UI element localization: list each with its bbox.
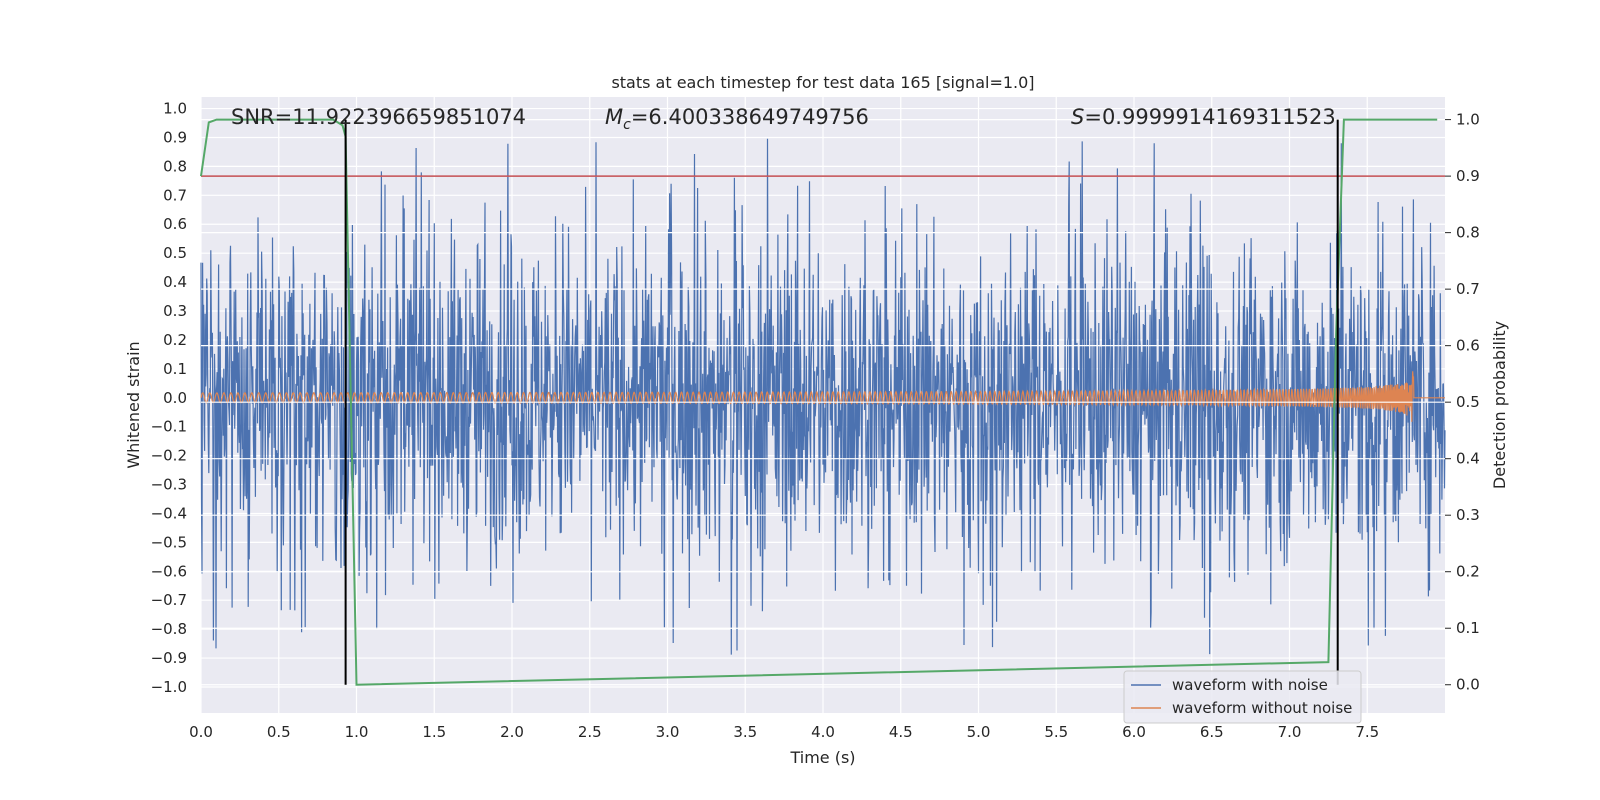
y-tick-label: 0.6 (163, 215, 187, 233)
y-tick-label: −0.3 (151, 476, 187, 494)
snr-annotation: SNR=11.922396659851074 (231, 105, 526, 129)
x-tick-label: 7.5 (1355, 723, 1379, 741)
y-tick-label: −0.2 (151, 447, 187, 465)
y-tick-label: −0.7 (151, 591, 187, 609)
x-tick-label: 2.5 (578, 723, 602, 741)
x-tick-label: 4.0 (811, 723, 835, 741)
y-tick-label: 0.8 (163, 157, 187, 175)
y-tick-label: 0.5 (163, 244, 187, 262)
y-tick-label: −1.0 (151, 678, 187, 696)
y-right-axis-label: Detection probability (1490, 321, 1509, 489)
x-tick-label: 3.5 (733, 723, 757, 741)
series-detection-probability (200, 118, 1438, 686)
x-tick-label: 5.0 (967, 723, 991, 741)
y-tick-labels: 1.0 0.9 0.8 0.7 0.6 0.5 0.4 0.3 0.2 0.1 0.0 −0.1 −0.… (151, 100, 187, 696)
y-right-tick-label: 0.9 (1456, 167, 1480, 185)
score-value: =0.9999914169311523 (1084, 105, 1335, 129)
y-right-tick-label: 0.7 (1456, 280, 1480, 298)
y-tick-label: 1.0 (163, 100, 187, 118)
y-tick-label: −0.1 (151, 418, 187, 436)
x-axis-label: Time (s) (789, 748, 855, 767)
chirp-mass-subscript: c (623, 117, 631, 133)
score-annotation: S=0.9999914169311523 (1071, 105, 1336, 129)
y-right-tick-label: 0.0 (1456, 676, 1480, 694)
chirp-mass-symbol: M (605, 105, 623, 129)
x-tick-label: 1.0 (345, 723, 369, 741)
x-tick-label: 0.0 (189, 723, 213, 741)
y-right-tick-label: 0.3 (1456, 506, 1480, 524)
score-symbol: S (1071, 105, 1084, 129)
legend-label-noise: waveform with noise (1172, 676, 1328, 694)
series-waveform-without-noise (200, 371, 1445, 422)
y-tick-label: 0.3 (163, 302, 187, 320)
vertical-marker-lines (344, 119, 1339, 685)
y-right-tick-label: 0.4 (1456, 450, 1480, 468)
x-tick-labels: 0.0 0.5 1.0 1.5 2.0 2.5 3.0 3.5 4.0 4.5 5.0 5.5 6.0 6… (189, 723, 1379, 741)
x-tick-label: 1.5 (422, 723, 446, 741)
y-tick-label: −0.9 (151, 649, 187, 667)
y-tick-label: 0.4 (163, 273, 187, 291)
x-tick-label: 6.0 (1122, 723, 1146, 741)
y-right-tick-labels: 1.0 0.9 0.8 0.7 0.6 0.5 0.4 0.3 0.2 0.1 0.0 (1456, 111, 1480, 694)
chart-title: stats at each timestep for test data 165… (611, 73, 1034, 92)
y-tick-label: 0.2 (163, 331, 187, 349)
x-tick-label: 2.0 (500, 723, 524, 741)
x-tick-label: 0.5 (267, 723, 291, 741)
chirp-mass-value: =6.400338649749756 (631, 105, 869, 129)
y-tick-label: 0.7 (163, 186, 187, 204)
x-tick-label: 5.5 (1044, 723, 1068, 741)
y-tick-label: −0.5 (151, 533, 187, 551)
y-tick-label: −0.6 (151, 562, 187, 580)
y-right-tick-label: 1.0 (1456, 111, 1480, 129)
y-tick-label: 0.0 (163, 389, 187, 407)
y-right-tick-label: 0.2 (1456, 563, 1480, 581)
noise-waveform-line (200, 138, 1446, 655)
x-tick-label: 6.5 (1200, 723, 1224, 741)
y-tick-label: 0.9 (163, 128, 187, 146)
legend-box (1123, 670, 1362, 724)
chirp-mass-annotation: Mc=6.400338649749756 (605, 105, 869, 133)
y-right-tick-label: 0.6 (1456, 337, 1480, 355)
legend-label-clean: waveform without noise (1172, 699, 1352, 717)
clean-waveform-line (200, 371, 1445, 422)
y-tick-label: 0.1 (163, 360, 187, 378)
y-axis-label: Whitened strain (124, 341, 143, 468)
y-right-tick-label: 0.1 (1456, 619, 1480, 637)
x-tick-label: 7.0 (1278, 723, 1302, 741)
series-waveform-with-noise (200, 138, 1446, 655)
y-right-tick-label: 0.8 (1456, 224, 1480, 242)
y-tick-label: −0.8 (151, 620, 187, 638)
y-tick-label: −0.4 (151, 504, 187, 522)
x-tick-label: 4.5 (889, 723, 913, 741)
probability-line (200, 118, 1438, 686)
legend: waveform with noise waveform without noi… (1123, 670, 1362, 724)
y-right-tick-label: 0.5 (1456, 393, 1480, 411)
x-tick-label: 3.0 (656, 723, 680, 741)
